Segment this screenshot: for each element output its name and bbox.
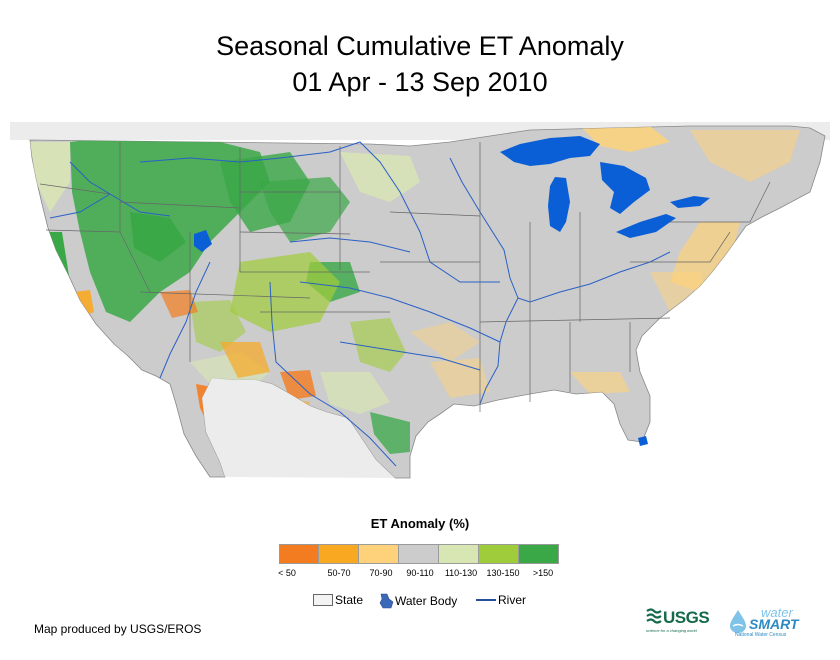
et-anomaly-map	[10, 122, 830, 479]
legend-key-state: State	[313, 593, 363, 607]
river-platte	[289, 237, 411, 253]
river-line-icon	[476, 599, 496, 601]
boundary-minnesota-iowa	[389, 211, 481, 217]
legend-key-river-label: River	[498, 593, 527, 607]
map-title: Seasonal Cumulative ET Anomaly	[216, 31, 624, 61]
legend-swatch-lt50	[279, 544, 319, 564]
river-red	[339, 341, 481, 371]
legend-label-130-150: 130-150	[486, 568, 520, 578]
state-boundaries	[39, 142, 771, 412]
legend-label-gt150: >150	[532, 568, 554, 578]
legend-swatch-110-130	[439, 544, 479, 564]
water-drop-icon	[730, 610, 746, 633]
lake-superior	[500, 136, 600, 166]
river-colorado	[159, 261, 211, 379]
water-bodies	[194, 136, 710, 446]
legend-key-water-body: Water Body	[377, 593, 457, 609]
great-salt-lake	[194, 230, 212, 252]
water-body-icon	[379, 593, 394, 609]
state-outline-icon	[313, 594, 333, 606]
rivers	[49, 141, 671, 467]
legend-label-70-90: 70-90	[369, 568, 393, 578]
mexico-land	[170, 378, 395, 478]
legend-label-50-70: 50-70	[327, 568, 351, 578]
usgs-wordmark: USGS	[663, 608, 710, 627]
legend-key-water-body-label: Water Body	[395, 594, 458, 608]
boundary-washington-oregon	[39, 183, 111, 195]
map-credit: Map produced by USGS/EROS	[34, 622, 202, 636]
usgs-tagline: science for a changing world	[646, 628, 697, 633]
legend-swatch-130-150	[479, 544, 519, 564]
watersmart-word-water: water	[761, 605, 793, 620]
boundary-south-dakota-nebraska	[239, 231, 351, 235]
watersmart-tagline: National Water Census	[735, 632, 787, 638]
watersmart-logo: water SMART National Water Census	[727, 605, 811, 640]
legend-swatch-90-110	[399, 544, 439, 564]
boundary-northeast	[630, 181, 771, 263]
boundary-four-corners-ew	[139, 291, 311, 299]
boundary-gulf-states	[529, 322, 631, 402]
legend-label-lt50: < 50	[278, 568, 296, 578]
usgs-wave-icon	[646, 608, 662, 624]
lake-huron	[600, 162, 650, 214]
boundary-montana-south	[119, 201, 241, 209]
lake-ontario	[670, 196, 710, 208]
legend-key-river: River	[474, 593, 526, 607]
boundary-oregon-california	[45, 229, 121, 233]
legend-label-90-110: 90-110	[406, 568, 434, 578]
legend-swatch-50-70	[319, 544, 359, 564]
legend-title: ET Anomaly (%)	[370, 516, 470, 531]
legend-label-110-130: 110-130	[444, 568, 478, 578]
legend-tick-labels: < 50 50-70 70-90 90-110 110-130 130-150 …	[278, 568, 564, 582]
river-arkansas	[299, 281, 501, 343]
boundary-tennessee-north	[479, 317, 671, 323]
lake-okeechobee	[638, 436, 648, 446]
watersmart-word-smart: SMART	[749, 616, 799, 632]
map-date-range: 01 Apr - 13 Sep 2010	[292, 67, 548, 97]
legend-swatch-gt150	[519, 544, 559, 564]
lake-michigan	[548, 177, 570, 232]
river-rio-grande	[269, 281, 397, 467]
legend-swatches	[279, 544, 559, 564]
boundary-nevada-utah	[119, 231, 151, 293]
legend-swatch-70-90	[359, 544, 399, 564]
usgs-logo: USGS science for a changing world	[646, 608, 720, 636]
lake-erie	[616, 214, 676, 238]
legend-key-state-label: State	[335, 593, 364, 607]
